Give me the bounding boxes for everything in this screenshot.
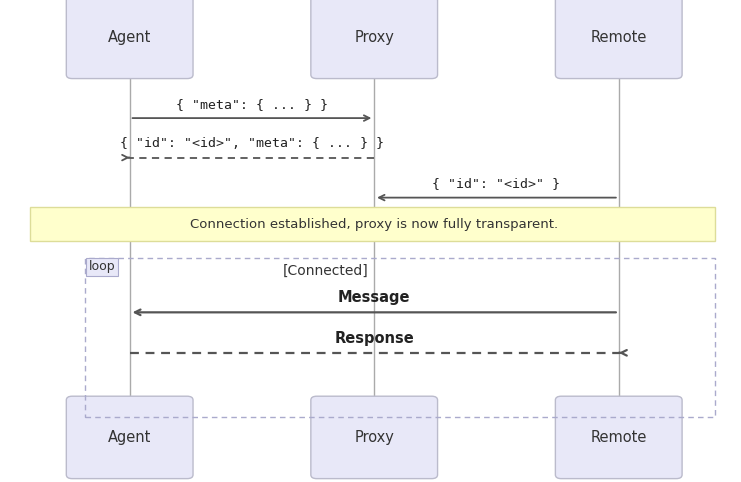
Text: Agent: Agent xyxy=(108,30,151,45)
FancyBboxPatch shape xyxy=(310,396,437,479)
FancyBboxPatch shape xyxy=(310,0,437,79)
Text: Agent: Agent xyxy=(108,430,151,445)
Bar xyxy=(85,258,715,417)
Text: { "id": "<id>" }: { "id": "<id>" } xyxy=(433,177,560,190)
Text: Connection established, proxy is now fully transparent.: Connection established, proxy is now ful… xyxy=(190,218,558,230)
Text: Remote: Remote xyxy=(591,30,647,45)
FancyBboxPatch shape xyxy=(66,0,193,79)
Bar xyxy=(30,207,715,241)
FancyBboxPatch shape xyxy=(556,0,682,79)
Text: Response: Response xyxy=(334,331,414,346)
Text: { "meta": { ... } }: { "meta": { ... } } xyxy=(176,98,328,111)
Text: Proxy: Proxy xyxy=(354,30,394,45)
Text: Message: Message xyxy=(338,290,411,305)
Text: loop: loop xyxy=(89,260,116,273)
Text: Proxy: Proxy xyxy=(354,430,394,445)
Text: [Connected]: [Connected] xyxy=(283,264,369,278)
FancyBboxPatch shape xyxy=(66,396,193,479)
Text: Remote: Remote xyxy=(591,430,647,445)
Text: { "id": "<id>", "meta": { ... } }: { "id": "<id>", "meta": { ... } } xyxy=(120,137,384,150)
FancyBboxPatch shape xyxy=(556,396,682,479)
